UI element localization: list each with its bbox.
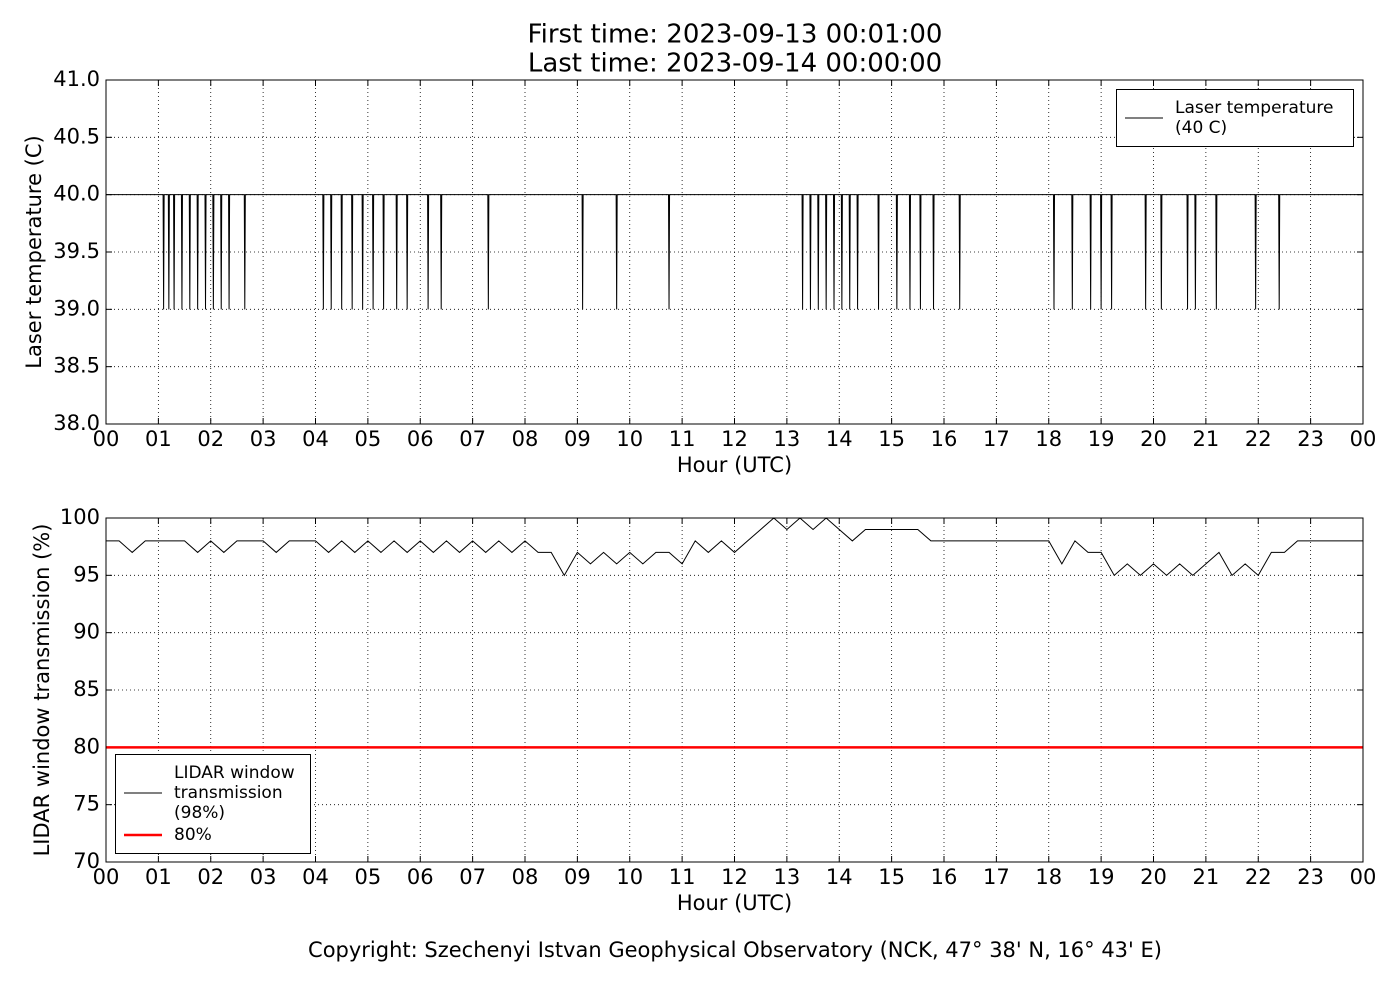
y-tick-label: 38.5	[53, 354, 100, 378]
x-tick-label: 05	[355, 427, 382, 451]
y-tick-label: 95	[73, 562, 100, 586]
y-tick-label: 39.0	[53, 296, 100, 320]
x-tick-label: 08	[512, 865, 539, 889]
x-tick-label: 09	[564, 427, 591, 451]
legend-swatch-box	[1125, 117, 1163, 119]
y-tick-label: 85	[73, 677, 100, 701]
x-tick-label: 22	[1245, 427, 1272, 451]
x-tick-label: 17	[983, 427, 1010, 451]
x-tick-label: 14	[826, 427, 853, 451]
x-tick-label: 10	[616, 865, 643, 889]
x-tick-label: 20	[1140, 865, 1167, 889]
x-axis-label: Hour (UTC)	[677, 453, 792, 477]
x-tick-label: 01	[145, 865, 172, 889]
legend: LIDAR window transmission (98%) 80%	[115, 754, 311, 854]
y-tick-label: 90	[73, 620, 100, 644]
legend-label: Laser temperature (40 C)	[1175, 98, 1334, 138]
x-tick-label: 18	[1035, 865, 1062, 889]
x-tick-label: 00	[1350, 427, 1377, 451]
legend-label: LIDAR window transmission (98%)	[174, 763, 295, 823]
x-tick-label: 06	[407, 865, 434, 889]
y-tick-label: 75	[73, 792, 100, 816]
axes-frame	[105, 517, 1364, 863]
x-tick-label: 03	[250, 865, 277, 889]
x-tick-label: 04	[302, 427, 329, 451]
x-tick-label: 09	[564, 865, 591, 889]
x-tick-label: 13	[774, 865, 801, 889]
x-tick-label: 22	[1245, 865, 1272, 889]
x-tick-label: 23	[1297, 427, 1324, 451]
data-line	[106, 517, 1363, 577]
legend-label: 80%	[174, 825, 212, 845]
x-tick-label: 20	[1140, 427, 1167, 451]
x-tick-label: 00	[93, 427, 120, 451]
x-tick-label: 04	[302, 865, 329, 889]
y-axis-label: LIDAR window transmission (%)	[30, 524, 54, 857]
title-line: Last time: 2023-09-14 00:00:00	[528, 49, 942, 79]
x-tick-label: 00	[93, 865, 120, 889]
y-axis-label: Laser temperature (C)	[22, 135, 46, 368]
y-tick-label: 40.5	[53, 124, 100, 148]
y-tick-label: 100	[60, 505, 100, 529]
x-tick-label: 19	[1088, 427, 1115, 451]
legend-swatch-box	[124, 833, 162, 837]
x-tick-label: 18	[1035, 427, 1062, 451]
y-tick-label: 70	[73, 849, 100, 873]
x-tick-label: 01	[145, 427, 172, 451]
copyright: Copyright: Szechenyi Istvan Geophysical …	[308, 938, 1162, 962]
x-tick-label: 17	[983, 865, 1010, 889]
x-tick-label: 16	[931, 427, 958, 451]
y-tick-label: 38.0	[53, 411, 100, 435]
x-tick-label: 13	[774, 427, 801, 451]
y-tick-label: 39.5	[53, 239, 100, 263]
legend-entry: 80%	[124, 825, 302, 845]
x-tick-label: 00	[1350, 865, 1377, 889]
data-line	[106, 194, 1363, 310]
legend-swatch-box	[124, 792, 162, 794]
x-tick-label: 03	[250, 427, 277, 451]
y-tick-label: 41.0	[53, 67, 100, 91]
legend-entry: LIDAR window transmission (98%)	[124, 763, 302, 823]
x-tick-label: 15	[878, 427, 905, 451]
title-line: First time: 2023-09-13 00:01:00	[528, 20, 943, 50]
y-tick-label: 80	[73, 734, 100, 758]
y-tick-label: 40.0	[53, 182, 100, 206]
x-tick-label: 14	[826, 865, 853, 889]
x-axis-label: Hour (UTC)	[677, 891, 792, 915]
x-tick-label: 11	[669, 427, 696, 451]
x-tick-label: 19	[1088, 865, 1115, 889]
x-tick-label: 08	[512, 427, 539, 451]
x-tick-label: 12	[721, 427, 748, 451]
x-tick-label: 02	[197, 865, 224, 889]
x-tick-label: 05	[355, 865, 382, 889]
x-tick-label: 16	[931, 865, 958, 889]
legend-entry: Laser temperature (40 C)	[1125, 98, 1345, 138]
x-tick-label: 15	[878, 865, 905, 889]
x-tick-label: 12	[721, 865, 748, 889]
x-tick-label: 21	[1193, 427, 1220, 451]
axes-frame	[105, 79, 1364, 425]
x-tick-label: 02	[197, 427, 224, 451]
x-tick-label: 21	[1193, 865, 1220, 889]
legend: Laser temperature (40 C)	[1116, 89, 1354, 147]
x-tick-label: 23	[1297, 865, 1324, 889]
x-tick-label: 06	[407, 427, 434, 451]
x-tick-label: 07	[459, 427, 486, 451]
x-tick-label: 10	[616, 427, 643, 451]
x-tick-label: 07	[459, 865, 486, 889]
x-tick-label: 11	[669, 865, 696, 889]
